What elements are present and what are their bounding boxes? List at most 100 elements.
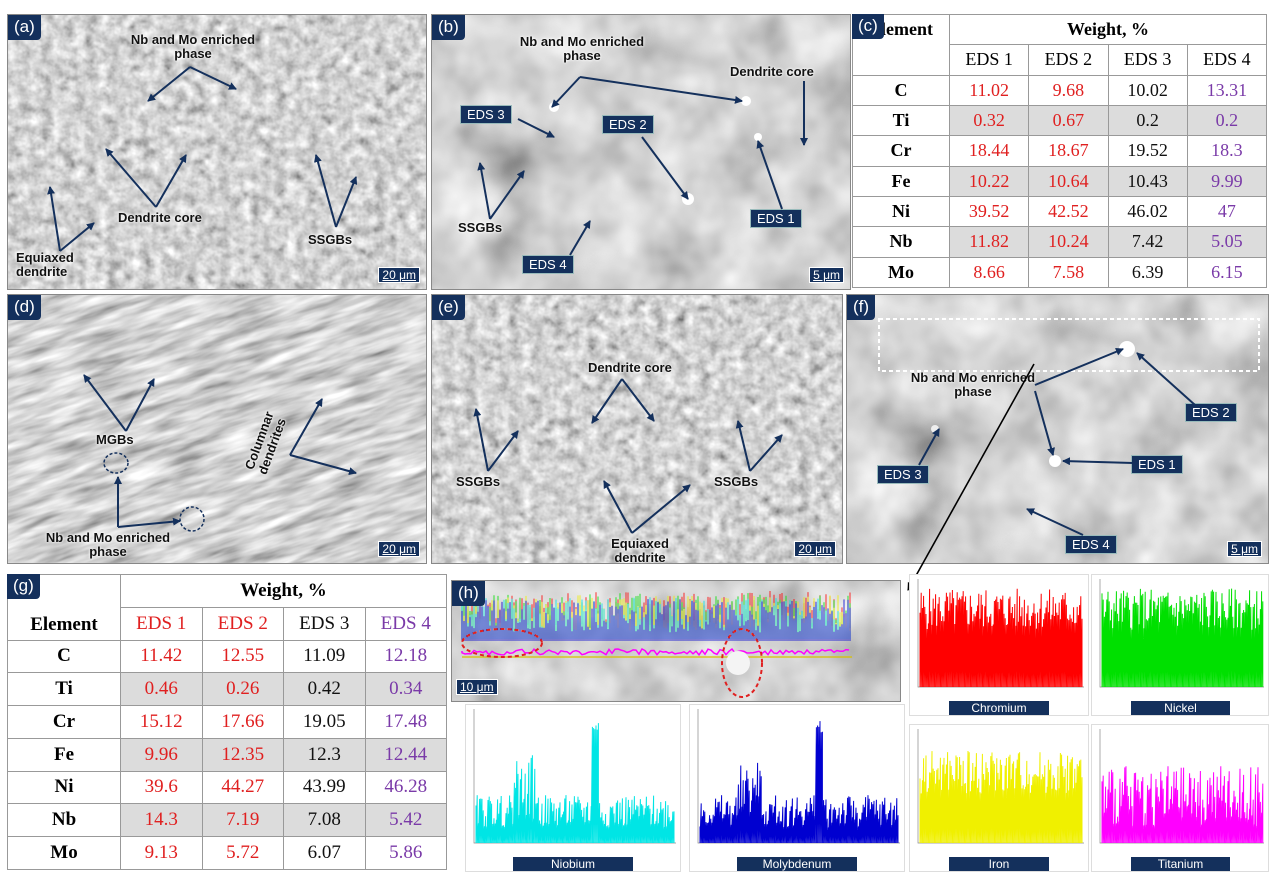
value-cell: 7.19	[201, 803, 284, 838]
value-cell: 18.3	[1186, 135, 1268, 167]
arrows-f	[918, 347, 1196, 536]
value-cell: 15.12	[120, 705, 203, 739]
panel-label-c: (c)	[852, 14, 884, 39]
scale-bar-a: 20 μm	[378, 267, 420, 283]
sem-image-b	[432, 15, 850, 289]
element-cell: Fe	[7, 737, 121, 772]
value-cell: 10.43	[1107, 165, 1188, 197]
annotation-mgbs: MGBs	[96, 432, 134, 447]
spectrum-titanium: Titanium	[1091, 724, 1269, 872]
value-cell: 19.52	[1107, 135, 1188, 167]
table-row: Nb 11.82 10.24 7.42 5.05	[852, 226, 1268, 258]
value-cell: 9.13	[120, 836, 203, 870]
sem-image-e	[432, 295, 842, 563]
value-cell: 8.66	[948, 256, 1030, 289]
table-row: Fe 9.96 12.35 12.3 12.44	[7, 737, 447, 772]
value-cell: 9.99	[1186, 165, 1268, 197]
element-cell: Ti	[7, 672, 121, 707]
panel-label-a: (a)	[8, 15, 41, 40]
table-body-c: C 11.02 9.68 10.02 13.31 Ti 0.32 0.67 0.2 0.2 Cr 18…	[852, 74, 1268, 289]
value-cell: 0.46	[120, 672, 203, 707]
spectrum-iron: Iron	[909, 724, 1089, 872]
annotation-nb-mo-phase: Nb and Mo enriched phase	[130, 32, 256, 61]
panel-f: (f) Nb and Mo enriched phase EDS 2 EDS 1…	[846, 294, 1269, 564]
spectrum-plot	[473, 709, 676, 844]
value-cell: 0.2	[1186, 104, 1268, 137]
element-cell: Nb	[7, 803, 121, 838]
eds-label-4: EDS 4	[522, 255, 574, 274]
eds-label-3: EDS 3	[460, 105, 512, 124]
value-cell: 0.26	[201, 672, 284, 707]
table-row: Ti 0.46 0.26 0.42 0.34	[7, 672, 447, 707]
value-cell: 43.99	[283, 770, 366, 805]
element-cell: Ni	[7, 770, 121, 805]
annotation-equiaxed-dendrite: Equiaxed dendrite	[611, 536, 669, 564]
table-row: Ni 39.6 44.27 43.99 46.28	[7, 770, 447, 805]
panel-b: (b) Nb and Mo enriched phase Dendrite co…	[431, 14, 851, 290]
table-body-g: C 11.42 12.55 11.09 12.18 Ti 0.46 0.26 0.42 0.34 C…	[7, 639, 447, 870]
eds-label-2: EDS 2	[1185, 403, 1237, 422]
column-header-eds3: EDS 3	[1107, 44, 1188, 76]
spectrum-plot	[697, 709, 900, 844]
panel-h: (h) 10 μm Chromium Nickel Niobium Molybdenu…	[451, 574, 1269, 874]
arrows-a	[47, 66, 358, 252]
column-header-eds4: EDS 4	[364, 606, 447, 641]
eds-table-c: Element Weight, % EDS 1 EDS 2 EDS 3 EDS …	[852, 13, 1268, 289]
annotation-nb-mo-phase: Nb and Mo enriched phase	[519, 34, 645, 63]
spectrum-signal	[699, 721, 899, 844]
value-cell: 0.42	[283, 672, 366, 707]
spectrum-name: Titanium	[1131, 857, 1230, 871]
value-cell: 39.52	[948, 195, 1030, 228]
annotation-dendrite-core: Dendrite core	[588, 360, 672, 375]
annotation-dendrite-core: Dendrite core	[730, 64, 814, 79]
value-cell: 10.02	[1107, 74, 1188, 106]
spectrum-signal	[475, 723, 675, 844]
value-cell: 7.58	[1028, 256, 1109, 289]
value-cell: 46.28	[364, 770, 447, 805]
sem-image-a	[8, 15, 426, 289]
value-cell: 14.3	[120, 803, 203, 838]
scale-bar-b: 5 μm	[809, 267, 844, 283]
column-header-eds1: EDS 1	[120, 606, 203, 641]
spectrum-signal	[1101, 766, 1264, 844]
value-cell: 10.22	[948, 165, 1030, 197]
value-cell: 6.15	[1186, 256, 1268, 289]
column-header-eds2: EDS 2	[201, 606, 284, 641]
panel-label-e: (e)	[432, 295, 465, 320]
element-cell: Ni	[852, 195, 950, 228]
value-cell: 11.82	[948, 226, 1030, 258]
element-cell: Fe	[852, 165, 950, 197]
value-cell: 42.52	[1028, 195, 1109, 228]
value-cell: 6.07	[283, 836, 366, 870]
value-cell: 18.44	[948, 135, 1030, 167]
panel-label-h: (h)	[452, 581, 485, 606]
sem-image-h	[452, 581, 900, 701]
value-cell: 0.32	[948, 104, 1030, 137]
annotation-ssgbs: SSGBs	[308, 232, 353, 247]
spectrum-name: Nickel	[1131, 701, 1230, 715]
panel-e: (e) Dendrite core SSGBs SSGBs Equiaxed d…	[431, 294, 843, 564]
element-cell: Mo	[852, 256, 950, 289]
value-cell: 12.3	[283, 737, 366, 772]
value-cell: 0.2	[1107, 104, 1188, 137]
panel-label-b: (b)	[432, 15, 465, 40]
value-cell: 12.55	[201, 639, 284, 674]
eds-label-4: EDS 4	[1065, 535, 1117, 554]
spectrum-chromium: Chromium	[909, 574, 1089, 716]
value-cell: 17.48	[364, 705, 447, 739]
value-cell: 39.6	[120, 770, 203, 805]
value-cell: 44.27	[201, 770, 284, 805]
spectrum-molybdenum: Molybdenum	[689, 704, 905, 872]
spectrum-name: Chromium	[949, 701, 1049, 715]
value-cell: 17.66	[201, 705, 284, 739]
table-header-element: Element	[7, 574, 121, 641]
annotation-ssgbs-left: SSGBs	[456, 474, 501, 489]
arrows-e	[473, 378, 783, 534]
spectrum-plot	[917, 729, 1084, 844]
value-cell: 11.02	[948, 74, 1030, 106]
value-cell: 12.35	[201, 737, 284, 772]
spectrum-plot	[917, 579, 1084, 688]
column-header-eds2: EDS 2	[1028, 44, 1109, 76]
element-cell: Nb	[852, 226, 950, 258]
eds-table-g: Element Weight, % EDS 1 EDS 2 EDS 3 EDS …	[7, 574, 447, 870]
